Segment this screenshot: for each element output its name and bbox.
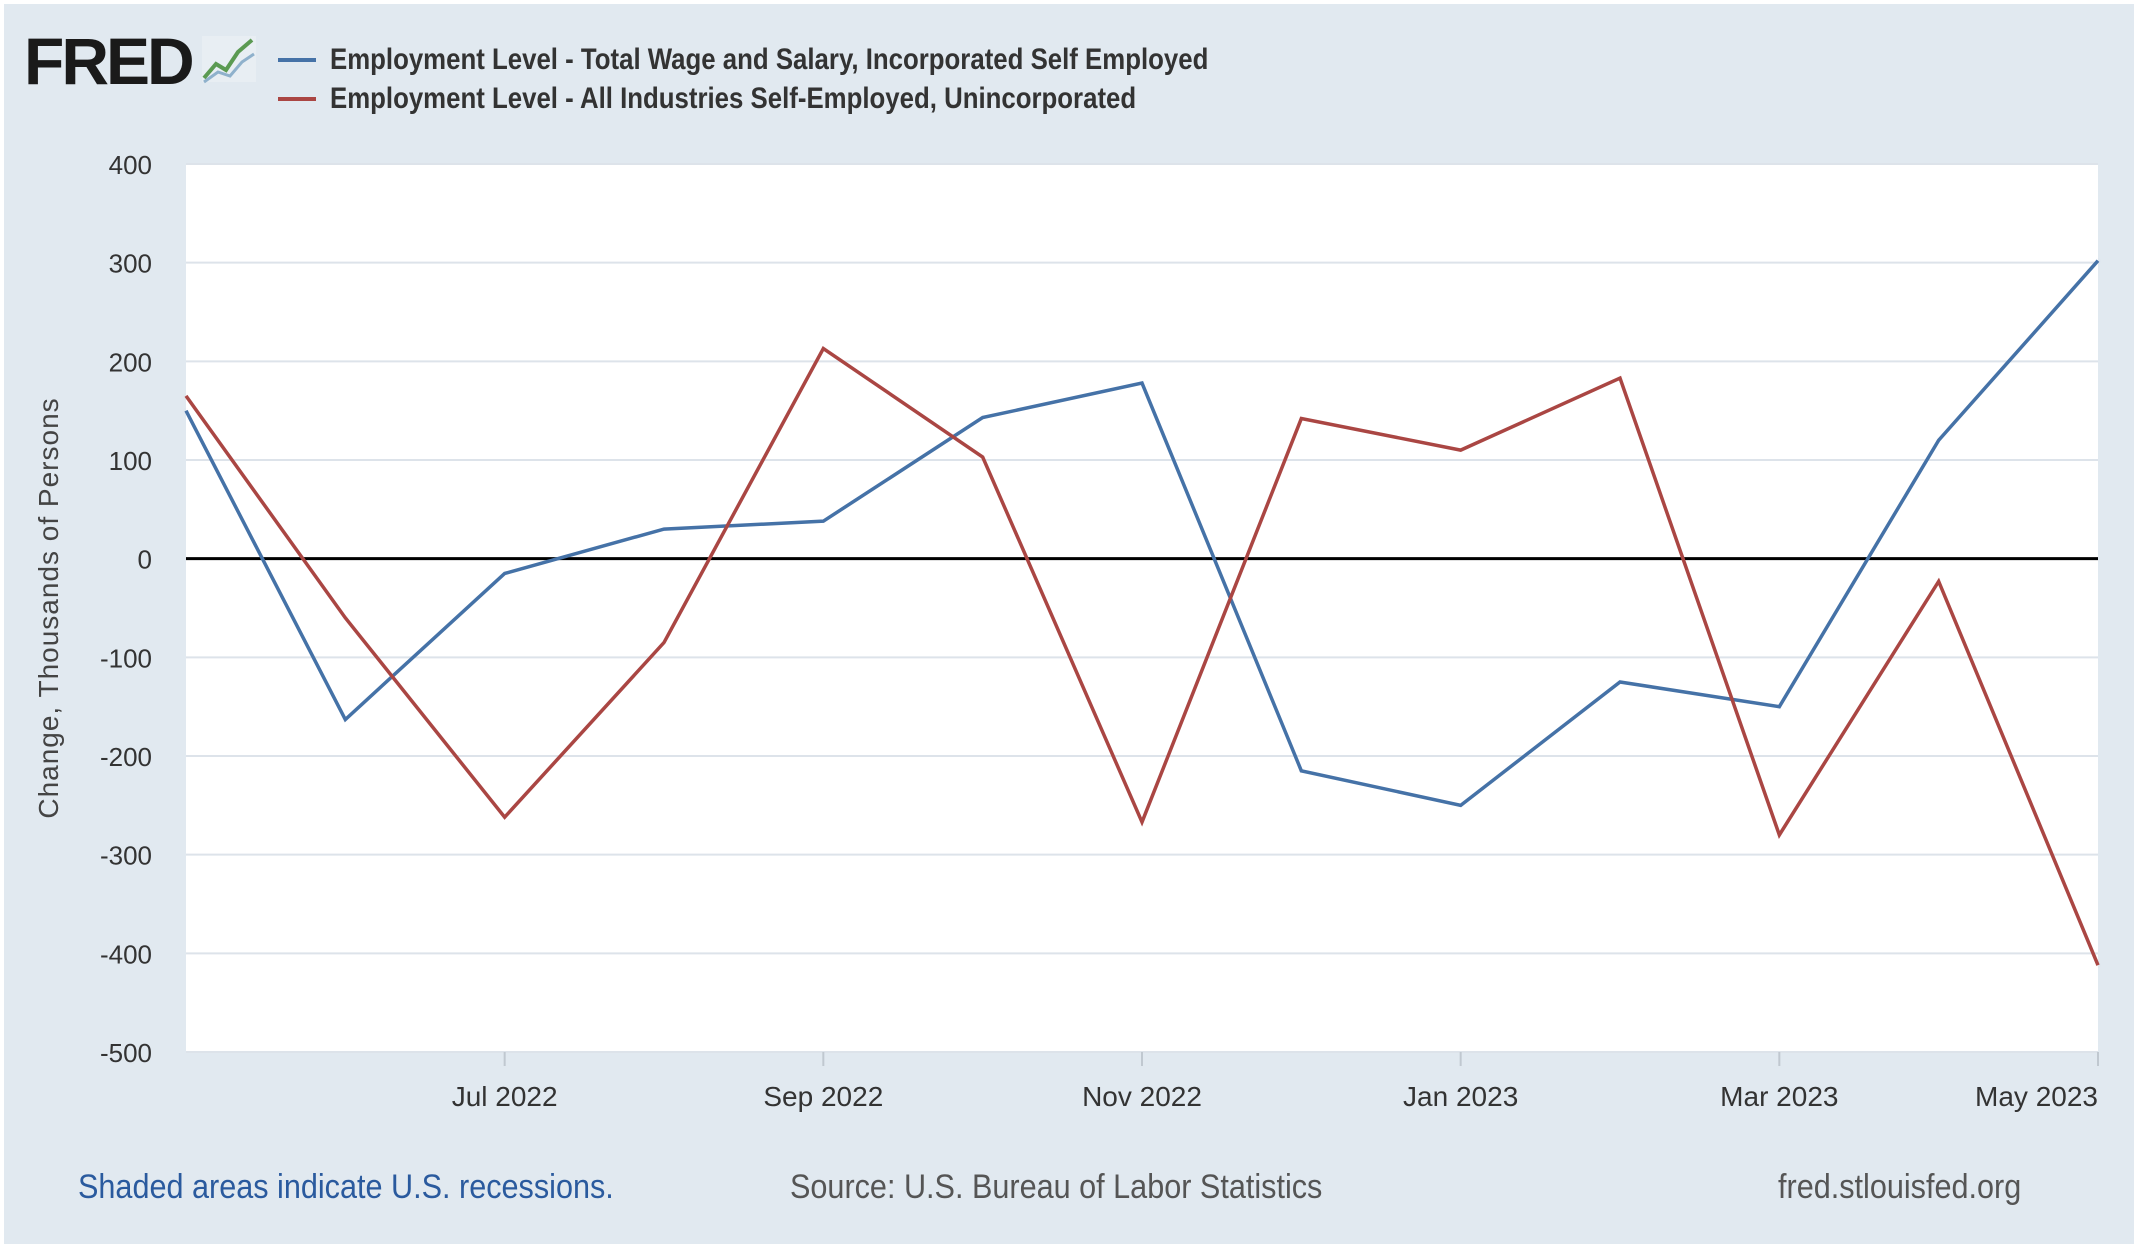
data-point-series-1[interactable] <box>1298 768 1304 774</box>
x-tick-label: Nov 2022 <box>1082 1081 1202 1112</box>
data-point-series-1[interactable] <box>1776 704 1782 710</box>
data-point-series-1[interactable] <box>183 408 189 414</box>
fred-logo[interactable]: FRED <box>24 24 195 98</box>
data-point-series-1[interactable] <box>1139 380 1145 386</box>
x-tick-label: May 2023 <box>1975 1081 2098 1112</box>
data-point-series-2[interactable] <box>183 393 189 399</box>
site-link[interactable]: fred.stlouisfed.org <box>1778 1168 2022 1206</box>
data-point-series-1[interactable] <box>2095 258 2101 264</box>
data-point-series-2[interactable] <box>1139 819 1145 825</box>
data-point-series-2[interactable] <box>1936 578 1942 584</box>
legend-label-series-2: Employment Level - All Industries Self-E… <box>330 82 1137 115</box>
y-tick-label: 100 <box>109 446 152 476</box>
data-point-series-1[interactable] <box>342 716 348 722</box>
series-line-1[interactable] <box>184 259 2100 808</box>
x-tick-label: Mar 2023 <box>1720 1081 1838 1112</box>
data-point-series-2[interactable] <box>980 454 986 460</box>
legend-label-series-1: Employment Level - Total Wage and Salary… <box>330 43 1209 76</box>
x-tick-label: Sep 2022 <box>763 1081 883 1112</box>
data-point-series-2[interactable] <box>1298 416 1304 422</box>
source-note: Source: U.S. Bureau of Labor Statistics <box>790 1168 1323 1206</box>
recession-note-link[interactable]: Shaded areas indicate U.S. recessions. <box>78 1168 614 1206</box>
data-point-series-1[interactable] <box>820 518 826 524</box>
line-graph-icon <box>202 36 256 84</box>
x-tick-label: Jan 2023 <box>1403 1081 1518 1112</box>
y-tick-label: 200 <box>109 347 152 377</box>
data-point-series-2[interactable] <box>502 814 508 820</box>
data-point-series-1[interactable] <box>1617 679 1623 685</box>
series-lines <box>184 259 2100 966</box>
data-point-series-2[interactable] <box>1617 375 1623 381</box>
data-point-series-1[interactable] <box>661 526 667 532</box>
data-point-series-2[interactable] <box>342 615 348 621</box>
y-tick-label: -100 <box>100 643 152 673</box>
legend-item-series-1[interactable]: Employment Level - Total Wage and Salary… <box>278 40 1351 80</box>
y-tick-label: -300 <box>100 841 152 871</box>
y-tick-label: -500 <box>100 1038 152 1068</box>
data-point-series-1[interactable] <box>502 570 508 576</box>
y-tick-label: 300 <box>109 249 152 279</box>
data-point-series-2[interactable] <box>1776 832 1782 838</box>
legend-item-series-2[interactable]: Employment Level - All Industries Self-E… <box>278 79 1267 119</box>
y-tick-label: -400 <box>100 939 152 969</box>
series-line-2[interactable] <box>184 345 2100 966</box>
y-axis-tick-labels: 400 300 200 100 0 -100 -200 -300 -400 -500 <box>100 150 152 1068</box>
data-point-series-1[interactable] <box>1458 802 1464 808</box>
x-tick-label: Jul 2022 <box>452 1081 558 1112</box>
data-point-series-1[interactable] <box>980 415 986 421</box>
legend-swatch-series-1 <box>278 58 316 62</box>
data-point-series-2[interactable] <box>1458 447 1464 453</box>
data-point-series-2[interactable] <box>2095 962 2101 968</box>
plot-area <box>186 164 2098 1052</box>
x-axis-ticks <box>503 1052 2099 1066</box>
y-tick-label: 400 <box>109 150 152 180</box>
data-point-series-2[interactable] <box>820 346 826 352</box>
y-axis-label: Change, Thousands of Persons <box>33 397 64 818</box>
data-point-series-1[interactable] <box>1936 437 1942 443</box>
data-point-series-2[interactable] <box>661 640 667 646</box>
x-axis-tick-labels: Jul 2022 Sep 2022 Nov 2022 Jan 2023 Mar 2023… <box>452 1081 2098 1112</box>
y-tick-label: 0 <box>138 545 152 575</box>
y-tick-label: -200 <box>100 742 152 772</box>
legend-swatch-series-2 <box>278 97 316 101</box>
